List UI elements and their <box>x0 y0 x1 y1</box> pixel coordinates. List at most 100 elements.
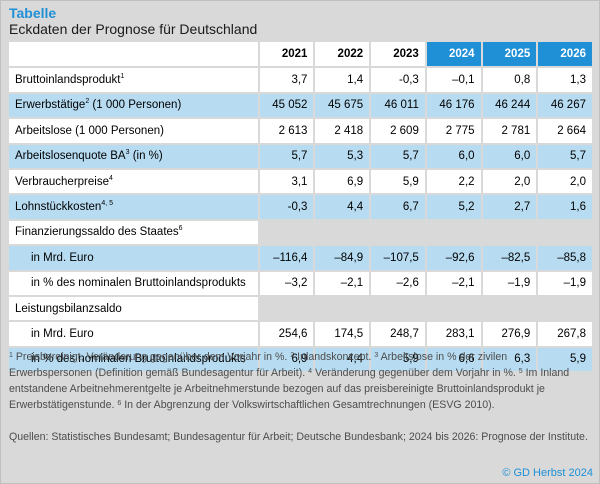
value-cell-2024: 5,2 <box>425 194 483 221</box>
value-cell-2026: 5,9 <box>537 346 594 374</box>
footnote-number: 2 <box>290 352 295 359</box>
table-row: Verbraucherpreise4 3,1 6,9 5,9 2,2 2,0 2,0 <box>9 168 594 196</box>
row-label-text: Leistungsbilanzsaldo <box>15 302 122 315</box>
row-label: Erwerbstätige2 (1 000 Personen) <box>9 92 260 120</box>
value-cell-2023: 5,9 <box>370 346 427 374</box>
row-label-text: in Mrd. Euro <box>31 251 94 264</box>
footnote-text: Inlandskonzept. <box>294 351 375 363</box>
value-cell-2023: 2 609 <box>370 118 427 145</box>
value-cell-2026: –85,8 <box>537 245 594 272</box>
value-cell-2026: 46 267 <box>537 92 594 120</box>
row-label: Lohnstückkosten4, 5 <box>9 194 260 221</box>
value-cell-2025 <box>481 295 539 323</box>
value-cell-2023: 6,7 <box>370 194 427 221</box>
header-year-2025: 2025 <box>481 42 539 69</box>
forecast-table: 2021 2022 2023 2024 2025 2026 Bruttoinla… <box>9 42 594 374</box>
value-cell-2021: –3,2 <box>258 270 316 297</box>
row-label-text: Lohnstückkosten <box>15 201 102 214</box>
value-cell-2026: 267,8 <box>537 321 594 348</box>
row-label-text: in % des nominalen Bruttoinlandsprodukts <box>31 277 246 290</box>
value-cell-2023: 5,9 <box>370 168 427 196</box>
value-cell-2021: –116,4 <box>258 245 316 272</box>
row-footnote-ref: 2 <box>85 98 90 106</box>
value-cell-2022: 4,4 <box>314 194 372 221</box>
row-label: Bruttoinlandsprodukt1 <box>9 67 260 94</box>
value-cell-2026 <box>537 295 594 323</box>
value-cell-2025: 46 244 <box>481 92 539 120</box>
footnote-text: Preisbereinigt, Veränderung gegenüber de… <box>12 351 291 363</box>
table-row: Arbeitslose (1 000 Personen) 2 613 2 418 2 … <box>9 118 594 145</box>
value-cell-2021: 3,7 <box>258 67 316 94</box>
value-cell-2025: 2,0 <box>481 168 539 196</box>
table-row: in % des nominalen Bruttoinlandsprodukts… <box>9 270 594 297</box>
value-cell-2024 <box>425 219 483 247</box>
row-footnote-ref: 6 <box>178 225 183 233</box>
value-cell-2025: –1,9 <box>481 270 539 297</box>
row-label-text: Erwerbstätige <box>15 99 86 112</box>
value-cell-2026: 1,6 <box>537 194 594 221</box>
value-cell-2026: 2,0 <box>537 168 594 196</box>
value-cell-2022: 5,3 <box>314 143 372 170</box>
value-cell-2026: 1,3 <box>537 67 594 94</box>
value-cell-2024 <box>425 295 483 323</box>
value-cell-2026: –1,9 <box>537 270 594 297</box>
value-cell-2024: –92,6 <box>425 245 483 272</box>
value-cell-2021: 6,9 <box>258 346 316 374</box>
value-cell-2021 <box>258 295 316 323</box>
value-cell-2022 <box>314 295 372 323</box>
table-row: Arbeitslosenquote BA3 (in %) 5,7 5,3 5,7 6,0… <box>9 143 594 170</box>
footnotes: 1 Preisbereinigt, Veränderung gegenüber … <box>9 349 593 413</box>
value-cell-2023: –107,5 <box>370 245 427 272</box>
value-cell-2022: 174,5 <box>314 321 372 348</box>
value-cell-2025: 2,7 <box>481 194 539 221</box>
row-footnote-ref: 3 <box>125 149 130 157</box>
table-row: Bruttoinlandsprodukt1 3,7 1,4 -0,3 –0,1 0,8 1,… <box>9 67 594 94</box>
value-cell-2023 <box>370 295 427 323</box>
footnote-text: Veränderung gegenüber dem Vorjahr in %. <box>312 367 519 379</box>
row-label: Arbeitslose (1 000 Personen) <box>9 118 260 145</box>
footnote-number: 3 <box>374 352 379 359</box>
value-cell-2021: 5,7 <box>258 143 316 170</box>
row-label-text: in Mrd. Euro <box>31 327 94 340</box>
row-label: in Mrd. Euro <box>9 245 260 272</box>
value-cell-2025: 6,0 <box>481 143 539 170</box>
header-year-2021: 2021 <box>258 42 316 69</box>
value-cell-2022 <box>314 219 372 247</box>
value-cell-2022: 45 675 <box>314 92 372 120</box>
value-cell-2023: -0,3 <box>370 67 427 94</box>
row-label: in % des nominalen Bruttoinlandsprodukts <box>9 270 260 297</box>
row-label-text: in % des nominalen Bruttoinlandsprodukts <box>31 353 246 366</box>
header-year-2024: 2024 <box>425 42 483 69</box>
row-label-text: Arbeitslosenquote BA <box>15 150 126 163</box>
footnote-number: 5 <box>518 368 523 375</box>
row-label: Arbeitslosenquote BA3 (in %) <box>9 143 260 170</box>
table-row: Finanzierungssaldo des Staates6 <box>9 219 594 247</box>
row-label-text: Bruttoinlandsprodukt <box>15 74 121 87</box>
value-cell-2026 <box>537 219 594 247</box>
value-cell-2022: 6,9 <box>314 168 372 196</box>
header-year-2023: 2023 <box>370 42 427 69</box>
row-label-unit: (in %) <box>129 150 163 163</box>
footnote-text: Arbeitslose in % der zivilen Erwerbspers… <box>9 351 508 379</box>
value-cell-2023: 46 011 <box>370 92 427 120</box>
row-label-text: Arbeitslose (1 000 Personen) <box>15 124 164 137</box>
value-cell-2022: 4,4 <box>314 346 372 374</box>
value-cell-2026: 2 664 <box>537 118 594 145</box>
row-label: Finanzierungssaldo des Staates6 <box>9 219 260 247</box>
row-footnote-ref: 1 <box>120 73 125 81</box>
value-cell-2023: 5,7 <box>370 143 427 170</box>
table-row: in Mrd. Euro 254,6 174,5 248,7 283,1 276,9 267… <box>9 321 594 348</box>
footnote-number: 1 <box>9 352 13 359</box>
value-cell-2022: 2 418 <box>314 118 372 145</box>
row-footnote-ref: 4, 5 <box>101 200 113 208</box>
value-cell-2021 <box>258 219 316 247</box>
value-cell-2022: –2,1 <box>314 270 372 297</box>
value-cell-2022: 1,4 <box>314 67 372 94</box>
value-cell-2023 <box>370 219 427 247</box>
table-header-row: 2021 2022 2023 2024 2025 2026 <box>9 42 594 69</box>
row-label: Leistungsbilanzsaldo <box>9 295 260 323</box>
row-footnote-ref: 4 <box>108 174 113 182</box>
value-cell-2024: –2,1 <box>425 270 483 297</box>
value-cell-2021: 45 052 <box>258 92 316 120</box>
footnote-text: In der Abgrenzung der Volkswirtschaftlic… <box>121 399 495 411</box>
